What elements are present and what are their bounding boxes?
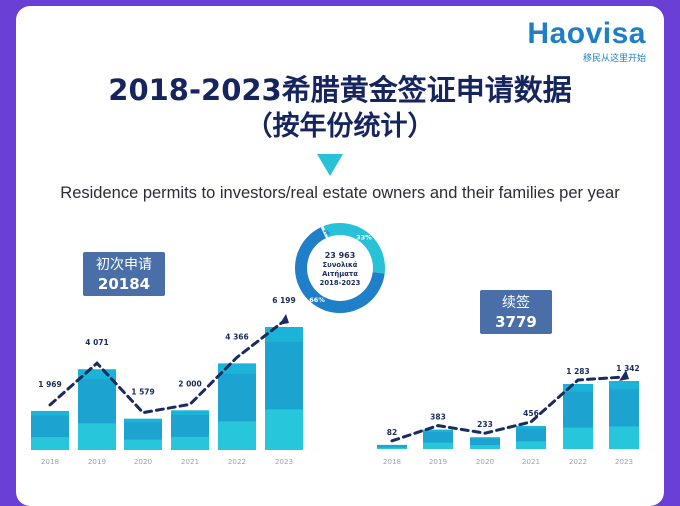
donut-slice [323,223,385,274]
donut-slice-label: 1% [319,229,331,237]
bar-shade [31,415,69,438]
bar-value-label: 4 366 [225,332,249,341]
bar-shade [265,341,303,410]
bar-base-band [609,426,639,449]
donut-slice-label: 33% [356,234,372,242]
brand-slogan: 移民从这里开始 [582,54,646,64]
renewal-total: 3779 [495,313,537,331]
chart-subtitle: Residence permits to investors/real esta… [60,184,620,202]
bar-shade [171,415,209,437]
bar-shade [516,428,546,442]
x-tick-label: 2018 [41,457,60,466]
down-arrow-icon [317,154,343,176]
donut-caption: 2018-2023 [320,279,361,287]
bar-value-label: 82 [387,428,397,437]
bar-shade [78,378,116,424]
bar-value-label: 1 342 [616,364,640,373]
x-tick-label: 2022 [228,457,246,466]
bar-shade [609,389,639,427]
x-tick-label: 2019 [88,457,107,466]
bar-base-band [265,409,303,450]
initial-application-label: 初次申请 [96,257,152,273]
bar-base-band [78,423,116,450]
bar-base-band [377,447,407,449]
trend-line [48,319,286,415]
brand-logo: Haovisa 移民从这里开始 [527,17,646,65]
bar-base-band [171,436,209,450]
donut-caption: Συνολικά [323,261,358,269]
bar-value-label: 383 [430,413,446,422]
bar-base-band [423,442,453,449]
x-tick-label: 2022 [569,457,587,466]
page-title: 2018-2023希腊黄金签证申请数据 [108,73,572,107]
trend-arrowhead [279,314,289,325]
bar-base-band [563,427,593,449]
bar-base-band [470,445,500,449]
donut-center [308,236,372,300]
bar [377,444,407,449]
bar-value-label: 233 [477,420,493,429]
bar-shade [470,438,500,446]
x-tick-label: 2021 [181,457,199,466]
trend-line [390,375,626,443]
bar-value-label: 1 283 [566,367,590,376]
donut-total: 23 963 [325,251,356,260]
x-tick-label: 2023 [615,457,633,466]
bar [470,437,500,449]
bar-base-band [31,437,69,450]
donut-slice [320,226,328,239]
bar-base-band [124,439,162,450]
bar-base-band [516,441,546,449]
bar-value-label: 6 199 [272,296,296,305]
trend-arrowhead [619,370,629,381]
bar-shade [377,445,407,448]
initial-application-total: 20184 [97,275,151,293]
x-tick-label: 2018 [383,457,402,466]
donut-caption: Αιτήματα [322,270,358,278]
bar-shade [563,391,593,428]
initial-application-box: 初次申请 20184 [83,252,165,296]
bar-value-label: 4 071 [85,338,109,347]
bar-shade [218,373,256,422]
x-tick-label: 2019 [429,457,448,466]
x-tick-label: 2023 [275,457,293,466]
renewal-label: 续签 [502,295,530,311]
page-title-sub: （按年份统计） [245,111,435,142]
x-tick-label: 2020 [476,457,495,466]
x-tick-label: 2021 [522,457,540,466]
bar-base-band [218,421,256,450]
bar-value-label: 1 579 [131,388,155,397]
x-tick-label: 2020 [134,457,153,466]
renewal-box: 续签 3779 [480,290,552,334]
donut-slice-label: 66% [309,296,325,304]
bar-value-label: 2 000 [178,379,202,388]
bar-shade [124,422,162,440]
brand-name: Haovisa [527,17,646,50]
bar-shade [423,431,453,443]
bar-value-label: 456 [523,409,539,418]
bar-value-label: 1 969 [38,380,62,389]
